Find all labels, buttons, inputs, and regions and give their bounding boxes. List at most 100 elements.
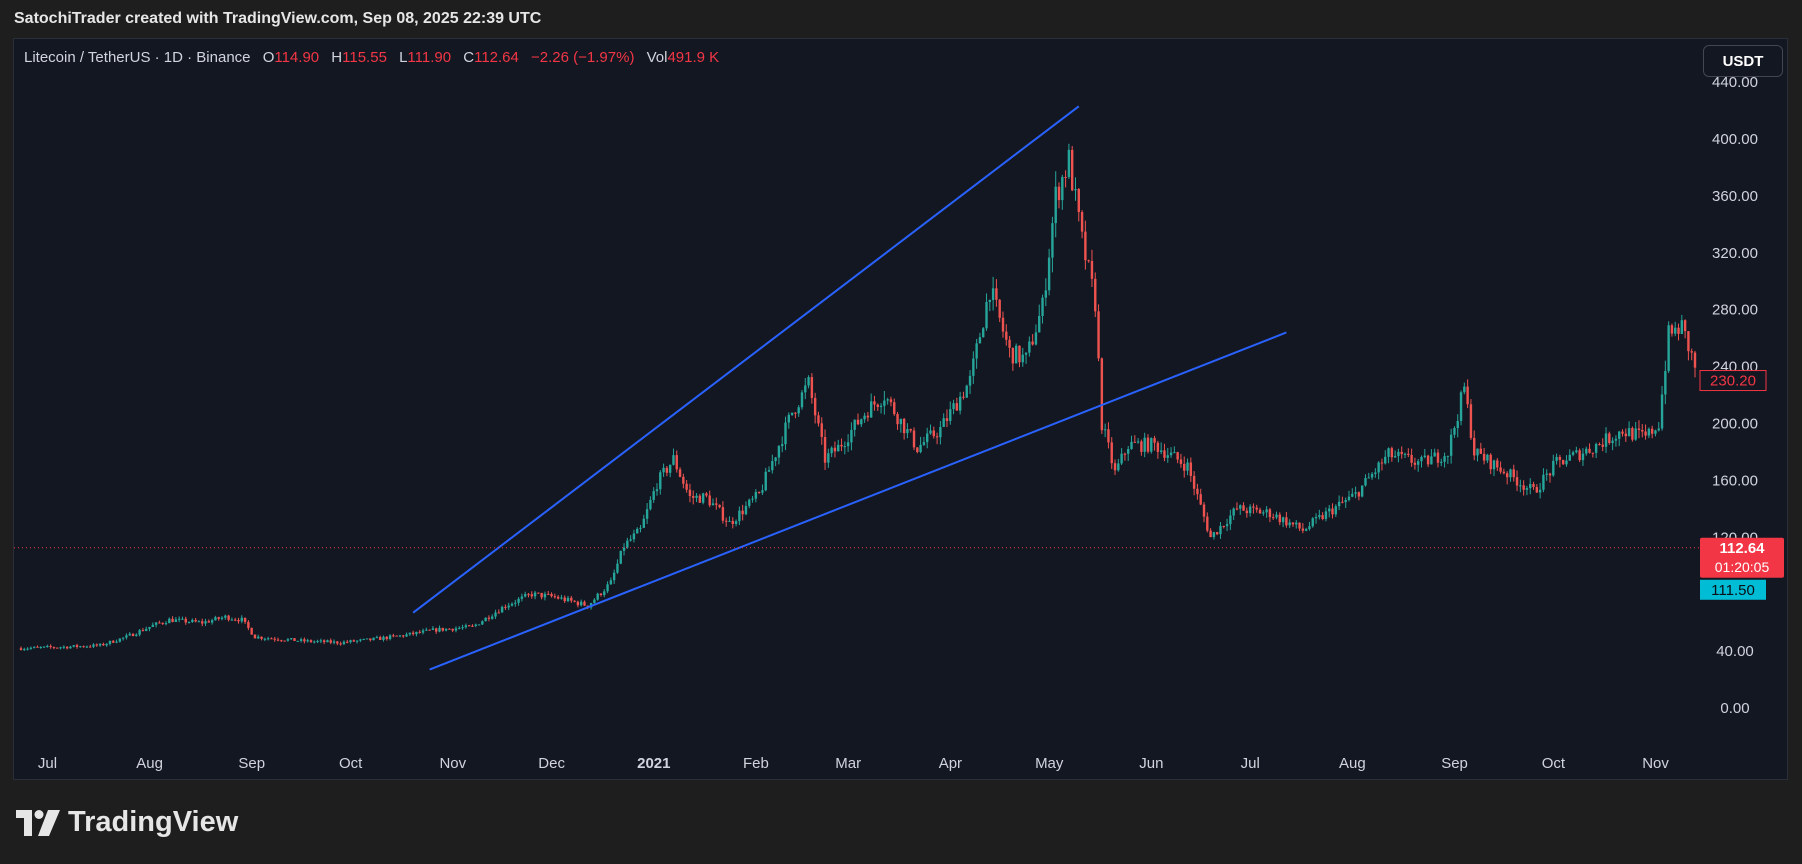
trendline[interactable] [412, 105, 1080, 614]
candle-body [1631, 428, 1634, 440]
candle-body [1094, 278, 1097, 312]
candle-body [1393, 455, 1397, 458]
candle-body [596, 593, 599, 600]
candle-body [316, 641, 319, 643]
candle-body [1001, 317, 1005, 332]
candle-body [355, 640, 359, 642]
currency-button[interactable]: USDT [1703, 45, 1783, 77]
candle-body [843, 446, 847, 448]
candle-body [1219, 525, 1222, 535]
candle-body [929, 430, 932, 434]
candle-body [131, 633, 135, 637]
candle-body [1281, 517, 1285, 523]
candle-body [421, 630, 425, 633]
candle-body [1505, 473, 1509, 478]
candle-body [556, 596, 560, 599]
candle-body [1674, 327, 1677, 334]
candle-body [896, 414, 899, 425]
candle-body [98, 643, 102, 646]
candle-body [916, 447, 919, 453]
candle-body [491, 616, 494, 619]
candle-body [523, 594, 527, 597]
candle-body [365, 638, 369, 640]
candle-body [1380, 462, 1384, 464]
candle-body [744, 505, 748, 515]
candle-body [1693, 352, 1697, 368]
candle-body [454, 628, 458, 631]
candle-body [1397, 451, 1400, 456]
candle-body [112, 640, 115, 643]
candle-body [46, 646, 49, 648]
y-tick-label: 320.00 [1712, 245, 1758, 262]
candle-body [530, 594, 533, 597]
candle-body [415, 631, 418, 635]
candle-body [1512, 469, 1515, 478]
candle-body [89, 646, 92, 648]
current-price-label: 112.64 [1719, 540, 1765, 557]
candle-body [922, 442, 926, 445]
chart-panel[interactable] [13, 38, 1788, 780]
candle-body [876, 404, 879, 408]
candle-body [1159, 450, 1163, 452]
candle-body [474, 624, 477, 626]
candle-body [115, 641, 118, 643]
candle-body [1529, 484, 1532, 489]
x-tick-label: Jul [1241, 755, 1260, 772]
candle-body [1423, 455, 1426, 458]
candle-body [214, 617, 217, 621]
candle-body [52, 647, 56, 649]
candle-body [187, 622, 191, 624]
candle-body [250, 627, 253, 635]
candle-body [1304, 529, 1308, 531]
x-tick-label: Feb [743, 755, 769, 772]
candle-body [1011, 347, 1015, 364]
candle-body [1390, 448, 1394, 458]
candle-body [1542, 474, 1545, 490]
candle-body [1374, 472, 1377, 474]
candle-body [1318, 515, 1321, 517]
candle-body [1387, 448, 1390, 457]
candle-body [1041, 297, 1044, 316]
trendline[interactable] [429, 331, 1287, 671]
candle-body [659, 472, 662, 490]
candle-body [1476, 448, 1479, 456]
candle-body [1463, 386, 1466, 393]
candle-body [810, 377, 814, 398]
candle-body [1456, 421, 1459, 429]
candle-body [1018, 345, 1021, 363]
candle-body [184, 618, 187, 623]
candle-body [1038, 315, 1041, 333]
candle-body [543, 593, 547, 598]
candle-body [177, 618, 181, 620]
brand-footer[interactable]: TradingView [16, 806, 238, 839]
candle-body [1097, 311, 1100, 359]
candle-body [698, 495, 702, 503]
candle-body [520, 596, 524, 599]
candle-body [899, 418, 903, 425]
candle-body [428, 629, 431, 631]
candle-body [1021, 354, 1024, 363]
candle-body [283, 640, 286, 642]
candle-body [517, 598, 520, 603]
candle-body [237, 619, 240, 622]
candle-body [293, 638, 296, 641]
candle-body [481, 621, 484, 625]
candle-body [632, 533, 636, 540]
candle-body [336, 641, 339, 644]
close-value: 112.64 [474, 49, 519, 66]
price-label-outline [1699, 370, 1767, 392]
candle-body [191, 619, 194, 623]
candle-body [1654, 430, 1657, 434]
candle-body [1258, 509, 1262, 514]
candle-body [675, 455, 678, 470]
candle-body [1644, 431, 1647, 436]
symbol-label[interactable]: Litecoin / TetherUS · 1D · Binance [24, 49, 251, 66]
candle-body [471, 625, 474, 627]
candle-body [168, 618, 171, 624]
candle-body [985, 302, 988, 329]
candle-body [36, 646, 39, 648]
candle-body [39, 647, 42, 649]
candle-body [1054, 186, 1057, 224]
candle-body [72, 645, 75, 647]
